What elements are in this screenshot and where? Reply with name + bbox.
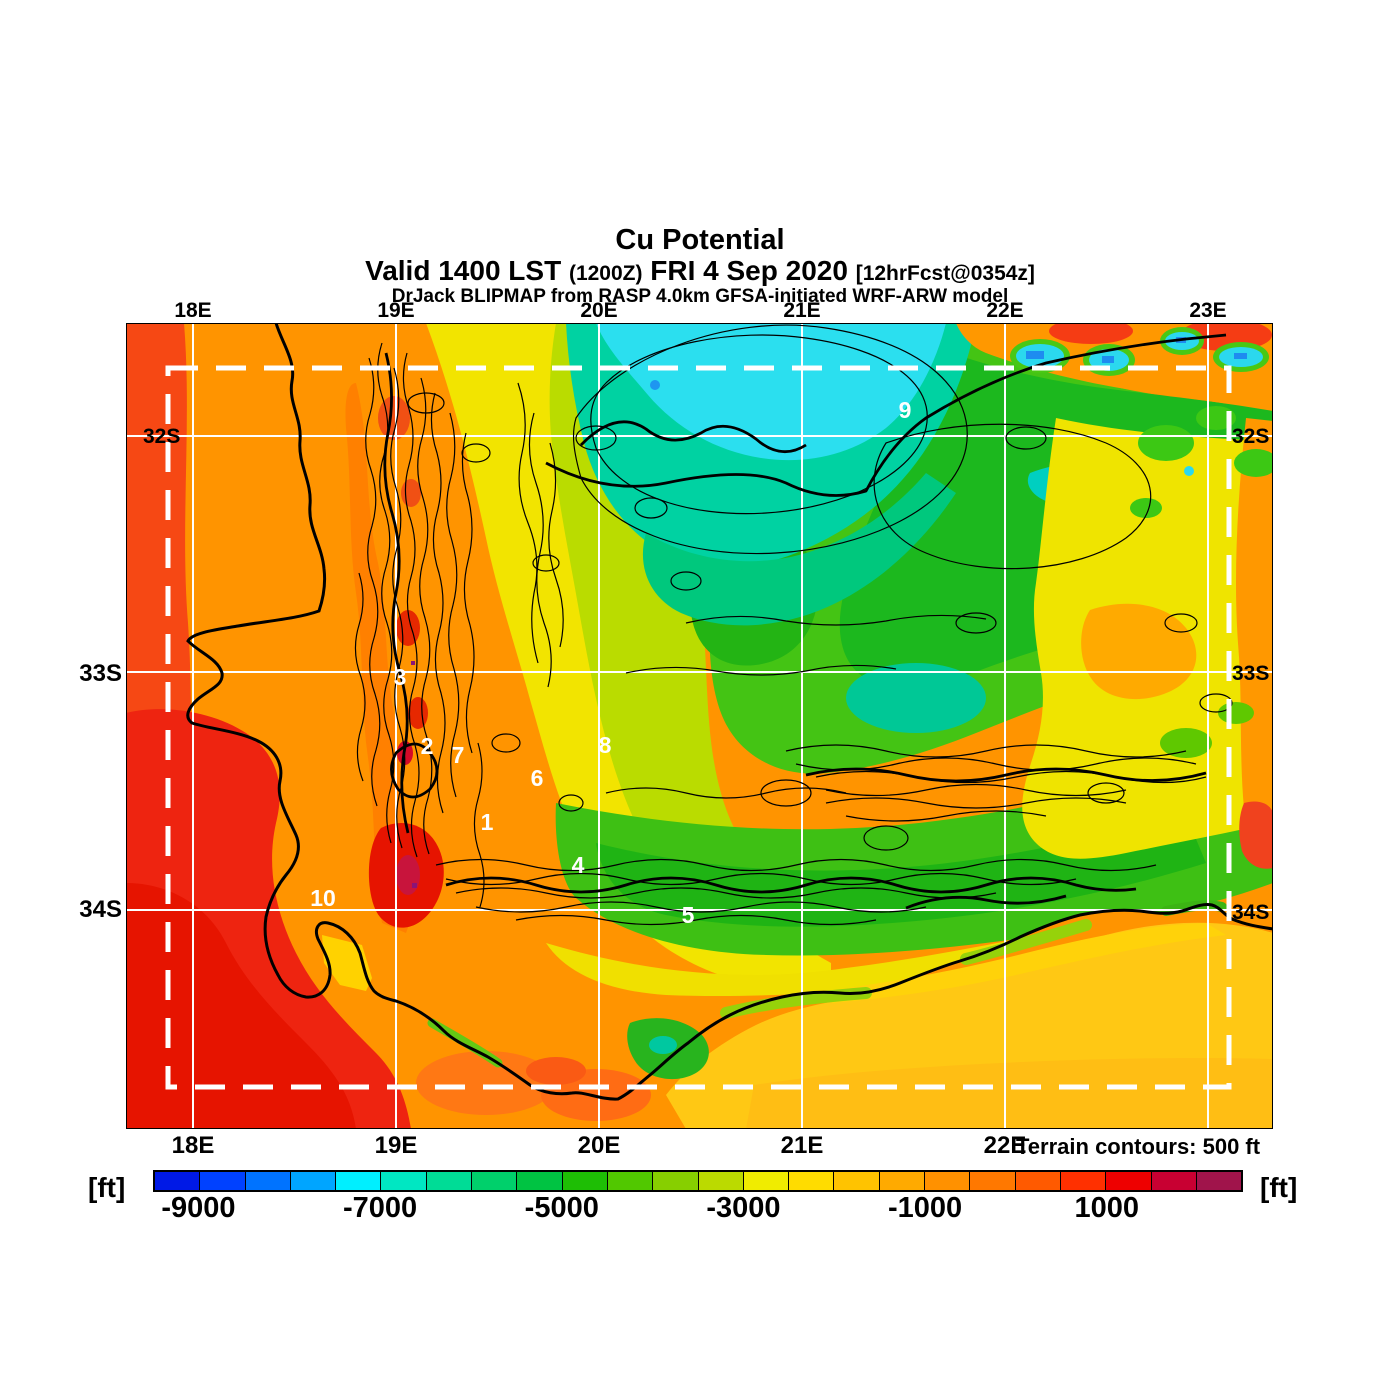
colorbar-segment xyxy=(381,1172,427,1190)
colorbar-unit-right: [ft] xyxy=(1260,1172,1298,1203)
domain-boundary-dashed xyxy=(165,365,1232,1090)
lon-label-top-22e: 22E xyxy=(986,299,1024,322)
site-number-1: 1 xyxy=(481,809,494,835)
lon-label-bottom-20e: 20E xyxy=(577,1132,621,1159)
colorbar-ticks: -9000 -7000 -5000 -3000 -1000 1000 xyxy=(153,1192,1243,1226)
hot-red-cores xyxy=(368,396,444,928)
colorbar-segment xyxy=(743,1172,790,1190)
graticule-group xyxy=(126,323,1273,1129)
colorbar-segment xyxy=(834,1172,880,1190)
colorbar-segment xyxy=(1106,1172,1152,1190)
colorbar-segment xyxy=(789,1172,835,1190)
site-number-9: 9 xyxy=(899,397,912,423)
colorbar-segment xyxy=(1060,1172,1107,1190)
site-number-2: 2 xyxy=(421,733,434,759)
inside-lat-labels: 32S 32S 33S 34S xyxy=(143,425,1269,924)
lon-label-bottom-22e: 22E xyxy=(983,1132,1027,1159)
colorbar-segment xyxy=(517,1172,563,1190)
site-number-6: 6 xyxy=(531,765,544,791)
lon-label-top-20e: 20E xyxy=(580,299,618,322)
colorbar-tick-label: -5000 xyxy=(524,1192,599,1224)
colorbar-segment xyxy=(472,1172,518,1190)
colorbar-segment xyxy=(200,1172,246,1190)
lat-label-left-33s: 33S xyxy=(79,660,122,687)
valid-time-main: Valid 1400 LST xyxy=(365,255,569,286)
page-title: Cu Potential xyxy=(615,224,785,256)
colorbar-tick-label: -1000 xyxy=(887,1192,963,1224)
site-number-7: 7 xyxy=(452,742,465,768)
colorbar-tick-label: -9000 xyxy=(161,1192,236,1224)
colorbar-segment xyxy=(1196,1172,1242,1190)
colorbar-segment xyxy=(245,1172,291,1190)
lat-label-left-34s: 34S xyxy=(79,896,122,923)
colorbar-segment xyxy=(562,1172,608,1190)
terrain-contours-group xyxy=(354,324,1233,926)
lon-label-bottom-18e: 18E xyxy=(171,1132,215,1159)
coastline xyxy=(186,323,1273,1101)
colorbar-segment xyxy=(698,1172,744,1190)
model-line: DrJack BLIPMAP from RASP 4.0km GFSA-init… xyxy=(391,286,1009,307)
colorbar-segment xyxy=(607,1172,654,1190)
site-number-5: 5 xyxy=(682,902,695,928)
thick-contours-group xyxy=(383,333,1227,910)
site-numbers-group: 1 2 3 4 5 6 7 8 9 10 xyxy=(310,397,911,928)
lon-label-top-18e: 18E xyxy=(174,299,212,322)
colorbar-tick-label: -7000 xyxy=(342,1192,418,1224)
lat-label-inside-32s-right: 32S xyxy=(1232,425,1269,448)
lat-label-inside-33s-right: 33S xyxy=(1232,662,1269,685)
valid-date: FRI 4 Sep 2020 xyxy=(642,255,856,286)
colorbar-segment xyxy=(426,1172,473,1190)
site-number-4: 4 xyxy=(572,852,585,878)
site-number-3: 3 xyxy=(394,664,407,690)
colorbar-segment xyxy=(336,1172,382,1190)
lon-label-top-19e: 19E xyxy=(377,299,415,322)
terrain-note: Terrain contours: 500 ft xyxy=(1016,1134,1261,1159)
colorbar-segment xyxy=(879,1172,926,1190)
lat-label-inside-32s-left: 32S xyxy=(143,425,180,448)
site-number-10: 10 xyxy=(310,885,336,911)
forecast-map: 32S 32S 33S 34S 1 2 3 4 5 6 7 8 9 10 xyxy=(126,323,1273,1129)
colorbar-segment xyxy=(1151,1172,1197,1190)
valid-time-line: Valid 1400 LST (1200Z) FRI 4 Sep 2020 [1… xyxy=(0,255,1400,287)
colorbar-segment xyxy=(290,1172,337,1190)
colorbar-unit-left: [ft] xyxy=(88,1172,126,1203)
lon-label-bottom-19e: 19E xyxy=(374,1132,418,1159)
lat-label-inside-34s-right: 34S xyxy=(1232,901,1269,924)
map-canvas: 32S 32S 33S 34S 1 2 3 4 5 6 7 8 9 10 xyxy=(126,323,1273,1129)
sea-colors-group xyxy=(126,323,1273,1129)
lon-label-top-23e: 23E xyxy=(1189,299,1227,322)
colorbar-tick-label: -3000 xyxy=(706,1192,781,1224)
colorbar-segment xyxy=(155,1172,201,1190)
colorbar-segments xyxy=(155,1172,1242,1190)
lon-label-bottom-21e: 21E xyxy=(780,1132,824,1159)
lon-label-top-21e: 21E xyxy=(783,299,821,322)
colorbar-segment xyxy=(1015,1172,1061,1190)
valid-time-z: (1200Z) xyxy=(568,262,643,285)
colorbar-tick-label: 1000 xyxy=(1074,1192,1140,1224)
colorbar-segment xyxy=(925,1172,971,1190)
site-number-8: 8 xyxy=(599,732,612,758)
colorbar-segment xyxy=(653,1172,699,1190)
forecast-cycle: [12hrFcst@0354z] xyxy=(855,262,1035,285)
colorbar-segment xyxy=(970,1172,1016,1190)
colorbar xyxy=(153,1170,1243,1192)
